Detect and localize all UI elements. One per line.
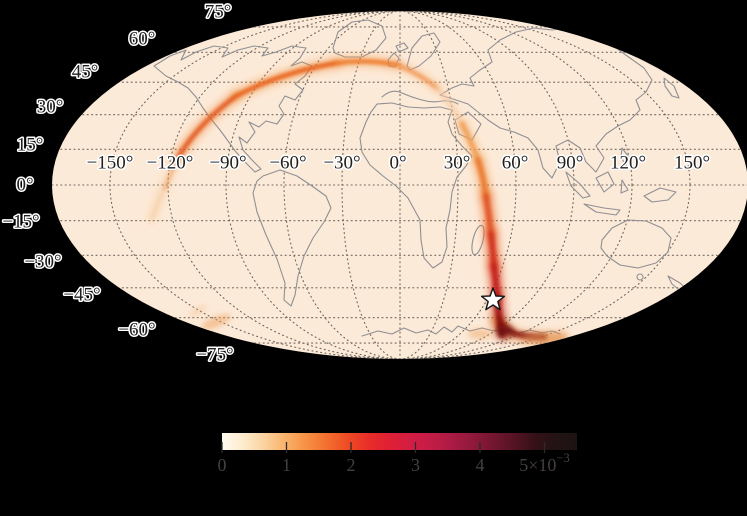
latitude-label: 60° bbox=[129, 29, 156, 50]
longitude-axis-labels: −150° −120° −90° −60° −30° 0° 30° 60° 90° 120° 150… bbox=[85, 151, 711, 175]
borneo-coast bbox=[595, 171, 615, 193]
longitude-label: 120° bbox=[610, 153, 646, 174]
tasmania-coast bbox=[636, 273, 644, 281]
latitude-label: −75° bbox=[196, 345, 233, 366]
colorbar-max-tick-label: 5×10−3 bbox=[519, 451, 569, 475]
latitude-label: 30° bbox=[37, 97, 64, 118]
latitude-axis-labels: 75° 60° 45° 30° 15° 0° −15° −30°−45° −60° −75° bbox=[1, 0, 235, 367]
sumatra-coast bbox=[565, 171, 591, 199]
latitude-label: −15° bbox=[2, 212, 39, 233]
colorbar-tick-label: 1 bbox=[282, 455, 291, 475]
colorbar-ticks bbox=[221, 442, 546, 453]
longitude-label: −90° bbox=[209, 153, 246, 174]
colorbar: 0 1 2 3 4 5×10−3 bbox=[218, 433, 577, 475]
longitude-label: −60° bbox=[269, 153, 306, 174]
colorbar-tick-label: 2 bbox=[347, 455, 356, 475]
colorbar-tick-label: 3 bbox=[411, 455, 420, 475]
greenland-coast bbox=[332, 19, 387, 58]
longitude-label: 60° bbox=[502, 153, 529, 174]
longitude-label: 150° bbox=[674, 153, 710, 174]
longitude-label: −30° bbox=[323, 153, 360, 174]
longitude-label: 0° bbox=[389, 153, 406, 174]
longitude-label: 30° bbox=[444, 153, 471, 174]
colorbar-tick-label: 4 bbox=[476, 455, 485, 475]
iceland-coast bbox=[395, 42, 409, 53]
antarctica-coast bbox=[361, 325, 561, 337]
japan-coast bbox=[663, 77, 680, 99]
australia-coast bbox=[600, 219, 672, 269]
madagascar-coast bbox=[471, 224, 485, 256]
latitude-label: −30° bbox=[24, 252, 61, 273]
event-location-star-marker bbox=[480, 287, 506, 311]
latitude-label: −60° bbox=[118, 320, 155, 341]
latitude-label: 0° bbox=[16, 175, 33, 196]
java-coast bbox=[583, 203, 621, 216]
longitude-label: −120° bbox=[147, 153, 194, 174]
north-america-coast bbox=[153, 45, 313, 173]
latitude-label: 45° bbox=[72, 62, 99, 83]
asia-coast bbox=[439, 27, 653, 179]
latitude-label: 75° bbox=[205, 2, 232, 23]
longitude-label: −150° bbox=[87, 153, 134, 174]
sulawesi-coast bbox=[620, 179, 629, 194]
philippines-coast bbox=[620, 147, 629, 167]
south-america-coast bbox=[252, 169, 332, 307]
colorbar-gradient-bar bbox=[222, 433, 577, 450]
latitude-label: −45° bbox=[63, 285, 100, 306]
colorbar-tick-label: 0 bbox=[218, 455, 227, 475]
arabia-coast bbox=[454, 111, 482, 141]
longitude-label: 90° bbox=[557, 153, 584, 174]
latitude-label: 15° bbox=[17, 135, 44, 156]
new-guinea-coast bbox=[643, 187, 677, 203]
colorbar-tick-labels: 0 1 2 3 4 5×10−3 bbox=[218, 451, 570, 475]
